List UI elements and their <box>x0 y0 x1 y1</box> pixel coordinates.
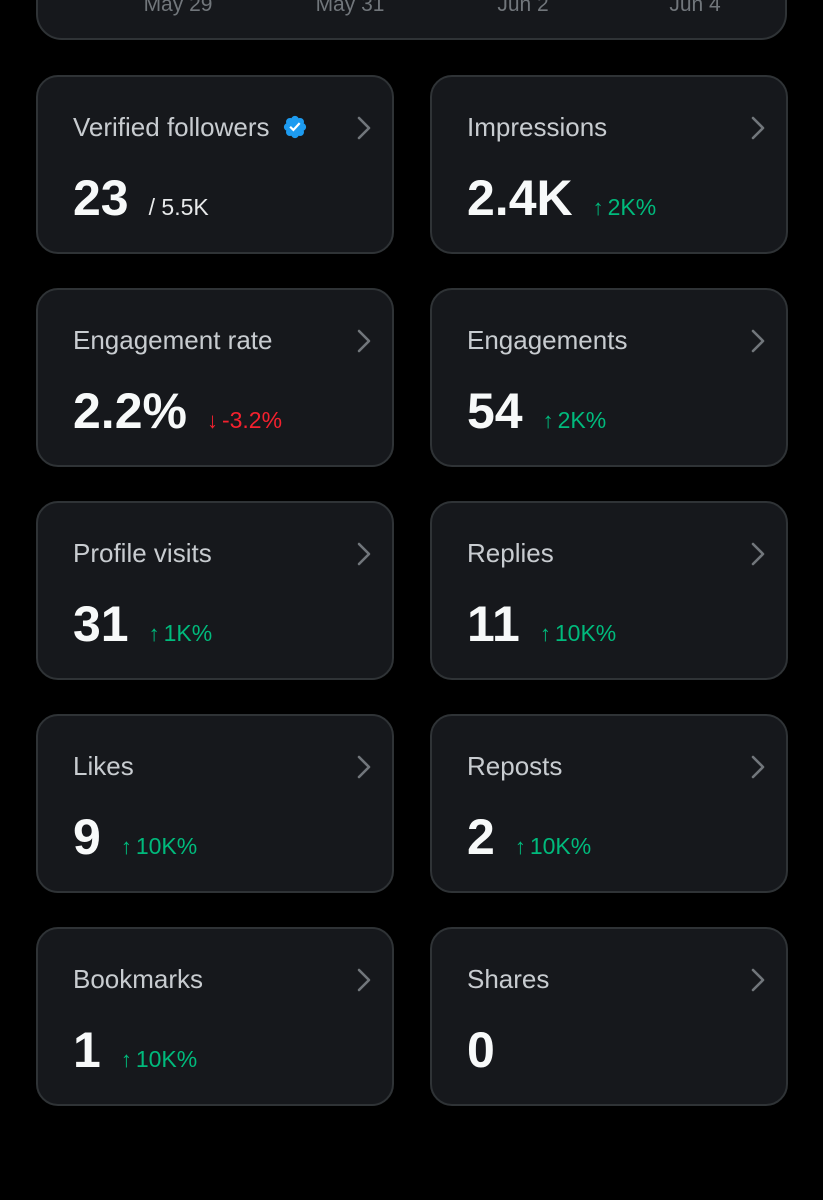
metric-label-text: Verified followers <box>73 112 270 142</box>
arrow-up-icon: ↑ <box>148 621 160 646</box>
metric-value-row: 54 ↑ 2K% <box>467 386 606 436</box>
metric-change-value: 2K% <box>607 194 657 220</box>
metric-label: Engagements <box>467 327 627 353</box>
chart-date-label: Jun 4 <box>669 0 721 16</box>
metric-value-row: 0 <box>467 1025 495 1075</box>
metric-value: 31 <box>73 596 129 652</box>
metric-value-row: 23 / 5.5K <box>73 173 209 223</box>
chevron-right-icon <box>357 542 371 566</box>
metric-label-text: Profile visits <box>73 538 212 568</box>
metric-change-value: -3.2% <box>221 407 283 433</box>
chevron-right-icon <box>357 755 371 779</box>
metric-card-bookmarks[interactable]: Bookmarks 1 ↑ 10K% <box>36 927 394 1106</box>
metric-label: Profile visits <box>73 540 212 566</box>
metric-card-engagements[interactable]: Engagements 54 ↑ 2K% <box>430 288 788 467</box>
metric-value-row: 31 ↑ 1K% <box>73 599 212 649</box>
metric-change: ↓ -3.2% <box>207 407 282 434</box>
chart-date-label: Jun 2 <box>497 0 549 16</box>
metric-change-value: 10K% <box>554 620 617 646</box>
metric-change-value: 2K% <box>557 407 607 433</box>
metric-value-row: 9 ↑ 10K% <box>73 812 197 862</box>
metric-change: ↑ 2K% <box>593 194 657 221</box>
metric-value: 1 <box>73 1022 101 1078</box>
engagement-chart-card: May 29 May 31 Jun 2 Jun 4 <box>36 0 787 40</box>
metric-value-row: 2 ↑ 10K% <box>467 812 591 862</box>
metric-value: 2.2% <box>73 383 187 439</box>
metric-value: 54 <box>467 383 523 439</box>
chart-date-label: May 31 <box>315 0 385 16</box>
arrow-up-icon: ↑ <box>120 1047 132 1072</box>
chevron-right-icon <box>751 116 765 140</box>
metric-label: Shares <box>467 966 549 992</box>
metric-card-shares[interactable]: Shares 0 <box>430 927 788 1106</box>
metric-card-reposts[interactable]: Reposts 2 ↑ 10K% <box>430 714 788 893</box>
metric-label: Reposts <box>467 753 562 779</box>
metric-change-value: 10K% <box>529 833 592 859</box>
metric-label-text: Likes <box>73 751 134 781</box>
metric-label: Replies <box>467 540 554 566</box>
metric-label: Verified followers <box>73 114 308 140</box>
chevron-right-icon <box>357 329 371 353</box>
metric-label-text: Engagement rate <box>73 325 273 355</box>
metric-value: 23 <box>73 170 129 226</box>
metric-change-value: 1K% <box>163 620 213 646</box>
metric-change: ↑ 10K% <box>515 833 591 860</box>
metric-value-row: 2.4K ↑ 2K% <box>467 173 656 223</box>
metric-change: ↑ 10K% <box>540 620 616 647</box>
metric-card-profile-visits[interactable]: Profile visits 31 ↑ 1K% <box>36 501 394 680</box>
metric-value: 2.4K <box>467 170 573 226</box>
metric-total: / 5.5K <box>148 194 209 220</box>
metric-card-verified-followers[interactable]: Verified followers 23 / 5.5K <box>36 75 394 254</box>
metric-label: Engagement rate <box>73 327 272 353</box>
metric-label-text: Replies <box>467 538 554 568</box>
metric-label-text: Bookmarks <box>73 964 204 994</box>
arrow-up-icon: ↑ <box>542 408 554 433</box>
chevron-right-icon <box>751 329 765 353</box>
metric-card-impressions[interactable]: Impressions 2.4K ↑ 2K% <box>430 75 788 254</box>
chevron-right-icon <box>751 755 765 779</box>
arrow-up-icon: ↑ <box>592 195 604 220</box>
metric-card-replies[interactable]: Replies 11 ↑ 10K% <box>430 501 788 680</box>
metric-label-text: Shares <box>467 964 550 994</box>
metric-label-text: Engagements <box>467 325 628 355</box>
metric-value: 2 <box>467 809 495 865</box>
metric-label: Bookmarks <box>73 966 203 992</box>
metric-change: ↑ 2K% <box>543 407 607 434</box>
metric-label: Likes <box>73 753 134 779</box>
metric-card-likes[interactable]: Likes 9 ↑ 10K% <box>36 714 394 893</box>
arrow-up-icon: ↑ <box>514 834 526 859</box>
metric-value-row: 11 ↑ 10K% <box>467 599 616 649</box>
metric-value: 0 <box>467 1022 495 1078</box>
metric-label-text: Impressions <box>467 112 608 142</box>
metric-change: ↑ 10K% <box>121 1046 197 1073</box>
metric-value: 9 <box>73 809 101 865</box>
metric-value-row: 2.2% ↓ -3.2% <box>73 386 282 436</box>
chevron-right-icon <box>357 968 371 992</box>
metric-card-engagement-rate[interactable]: Engagement rate 2.2% ↓ -3.2% <box>36 288 394 467</box>
arrow-down-icon: ↓ <box>206 408 218 433</box>
arrow-up-icon: ↑ <box>539 621 551 646</box>
metric-change: ↑ 1K% <box>149 620 213 647</box>
metric-label: Impressions <box>467 114 607 140</box>
verified-badge-icon <box>283 115 306 139</box>
metric-change: ↑ 10K% <box>121 833 197 860</box>
chart-date-label: May 29 <box>143 0 213 16</box>
metric-value: 11 <box>467 596 520 652</box>
metric-label-text: Reposts <box>467 751 563 781</box>
chevron-right-icon <box>751 968 765 992</box>
metric-value-row: 1 ↑ 10K% <box>73 1025 197 1075</box>
arrow-up-icon: ↑ <box>120 834 132 859</box>
metrics-grid: Verified followers 23 / 5.5K Impressions… <box>36 75 788 1106</box>
chevron-right-icon <box>357 116 371 140</box>
metric-change-value: 10K% <box>135 833 198 859</box>
metric-change-value: 10K% <box>135 1046 198 1072</box>
chevron-right-icon <box>751 542 765 566</box>
